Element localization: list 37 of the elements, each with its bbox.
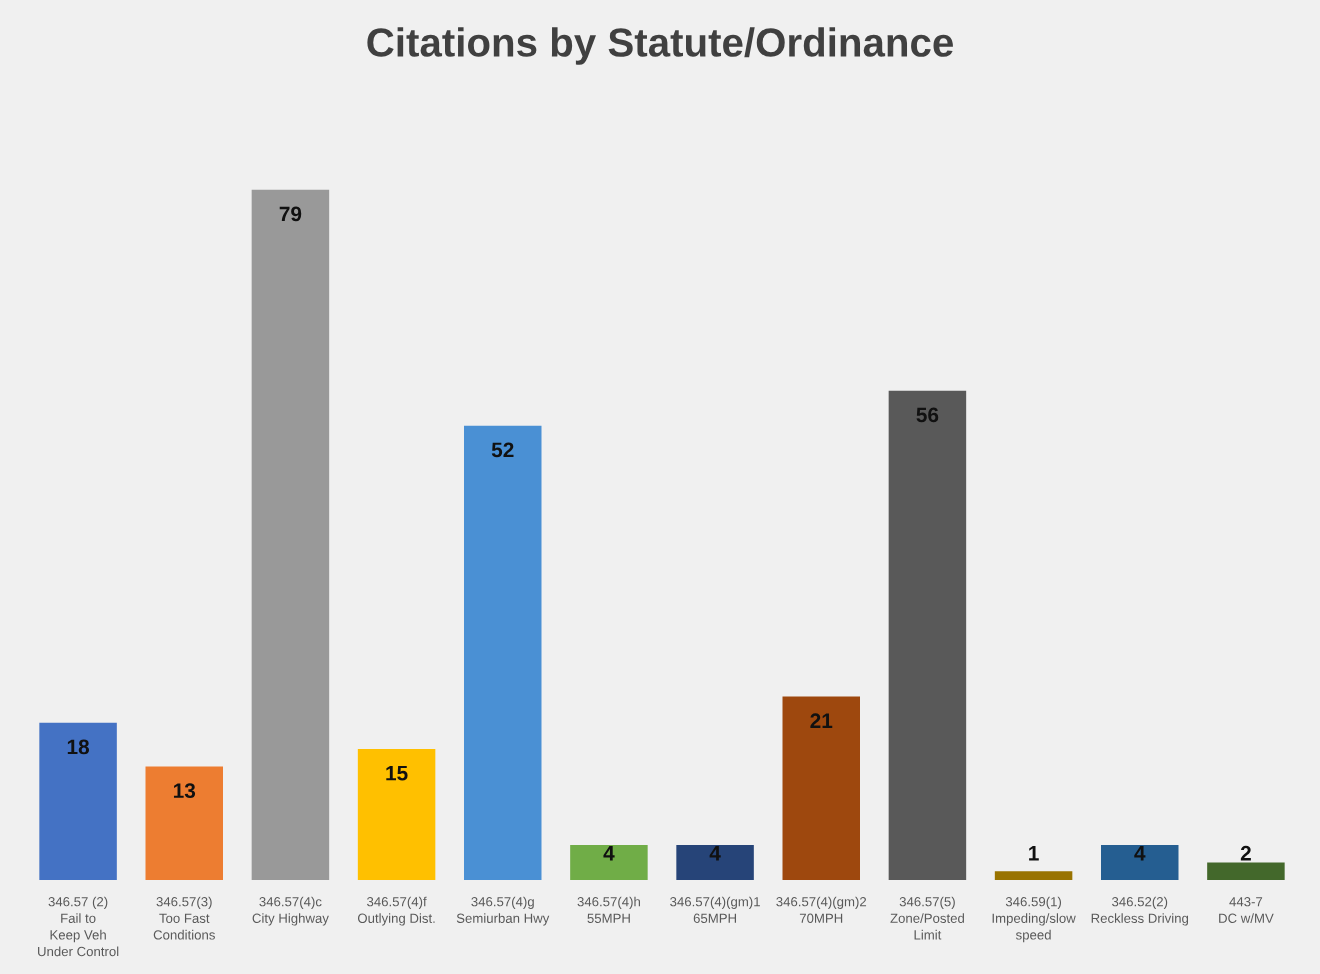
x-tick-label: 346.57(4)f Outlying Dist. [357, 896, 435, 926]
bar [39, 722, 117, 880]
bar [782, 696, 860, 880]
data-label: 56 [916, 407, 939, 423]
data-label: 4 [709, 846, 721, 861]
x-tick-label: 346.57(5) Zone/Posted Limit [890, 896, 964, 940]
data-label: 4 [1134, 846, 1146, 861]
bar [1101, 845, 1179, 880]
chart-title: Citations by Statute/Ordinance [367, 27, 953, 65]
data-label: 13 [173, 783, 196, 799]
bar [1207, 862, 1285, 880]
x-tick-label: 346.57 (2) Fail to Keep Veh Under Control [38, 896, 119, 957]
bar [570, 845, 648, 880]
bar [145, 766, 223, 880]
x-tick-label: 346.59(1) Impeding/slow speed [992, 896, 1076, 943]
x-tick-label: 443-7 DC w/MV [1219, 897, 1274, 923]
bar [676, 845, 754, 880]
x-tick-label: 346.57(4)h 55MPH [577, 896, 640, 923]
data-label: 1 [1029, 846, 1039, 861]
x-tick-label: 346.57(4)g Semiurban Hwy [456, 896, 550, 926]
x-tick-label: 346.57(4)c City Highway [252, 896, 329, 926]
bar [464, 425, 542, 880]
x-tick-label: 346.57(4)(gm)1 65MPH [670, 896, 760, 923]
data-label: 4 [603, 846, 615, 861]
data-label: 79 [279, 206, 302, 222]
data-label: 18 [67, 739, 90, 755]
bar [251, 189, 330, 880]
bar [357, 748, 436, 880]
x-tick-label: 346.57(4)(gm)2 70MPH [776, 896, 867, 923]
x-tick-label: 346.57(3) Too Fast Conditions [153, 896, 215, 940]
data-label: 2 [1240, 845, 1251, 861]
data-label: 52 [491, 442, 514, 458]
bar [994, 871, 1073, 880]
data-label: 15 [386, 765, 408, 781]
bar [888, 390, 967, 880]
data-label: 21 [810, 713, 833, 728]
x-tick-label: 346.52(2) Reckless Driving [1091, 896, 1189, 926]
